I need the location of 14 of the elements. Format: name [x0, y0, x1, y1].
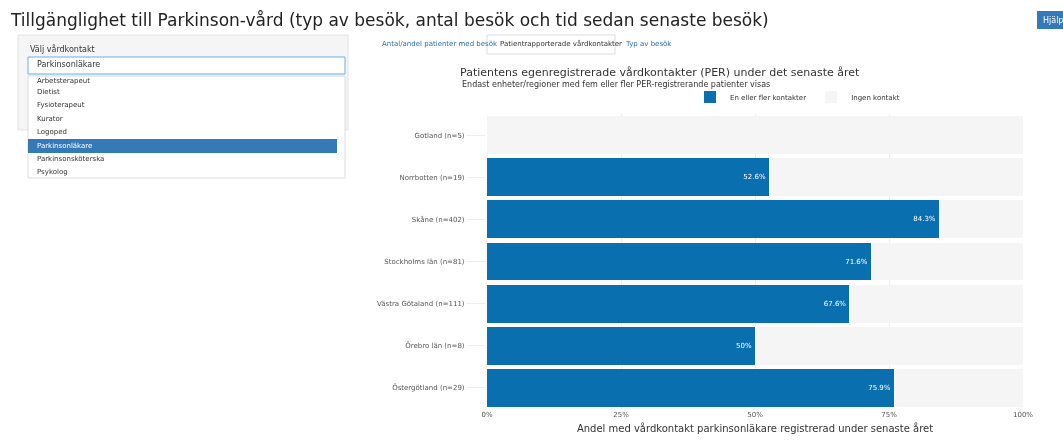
text: Välj vårdkontakt — [30, 44, 95, 54]
bar — [487, 242, 871, 281]
chart-title: Patientens egenregistrerade vårdkontakter (PER) under det senaste året — [460, 65, 861, 79]
text: Tillgänglighet till Parkinson-vård (typ av besök, antal besök och tid sedan senaste besök) — [10, 10, 769, 30]
bar — [487, 200, 939, 239]
bar — [938, 200, 1023, 239]
bar — [487, 284, 850, 323]
text: Parkinsonläkare — [37, 60, 101, 69]
x-axis-title: Andel med vårdkontakt parkinsonläkare registrerad under senaste året — [576, 421, 934, 434]
chart-subtitle: Endast enheter/regioner med fem eller fler PER-registrerande patienter visas — [462, 80, 771, 89]
bar — [487, 368, 894, 407]
bar — [487, 158, 769, 197]
text: Hjälp — [1043, 16, 1063, 25]
bar — [893, 368, 1023, 407]
